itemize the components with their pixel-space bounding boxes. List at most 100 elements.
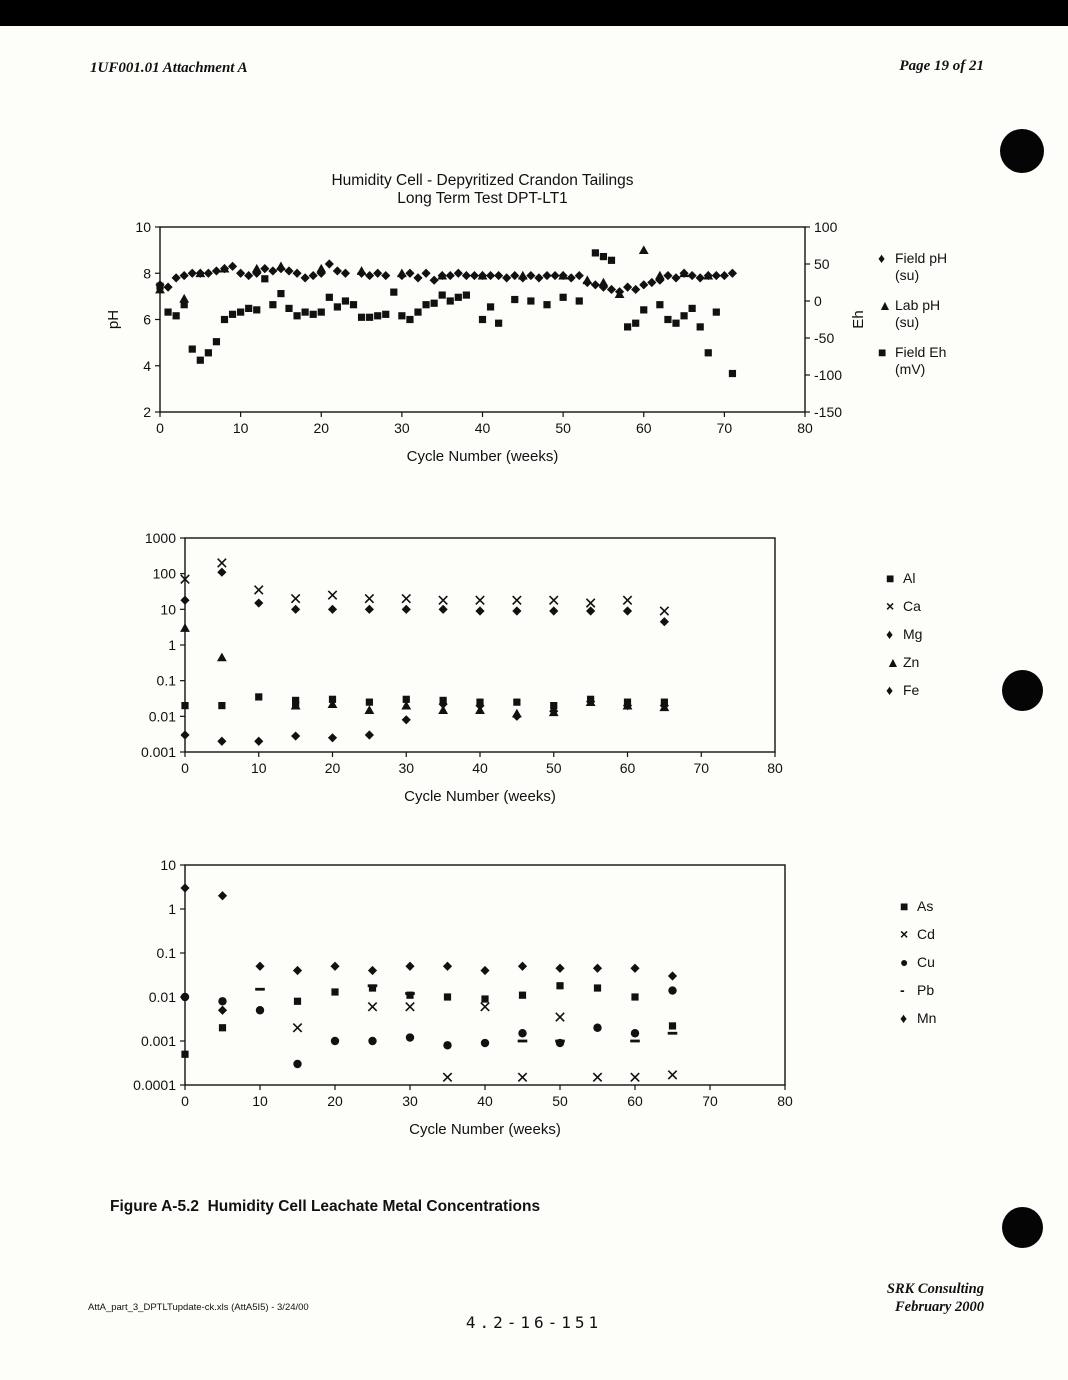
legend-item-cd: × Cd xyxy=(900,926,936,943)
dash-marker-icon: - xyxy=(900,982,905,998)
svg-text:1: 1 xyxy=(168,637,176,653)
svg-text:40: 40 xyxy=(472,760,488,776)
scan-artifact-top-bar xyxy=(0,0,1068,26)
stamped-page-number: 4.2-16-151 xyxy=(465,1313,603,1332)
svg-text:100: 100 xyxy=(814,219,838,235)
legend-item-as: ■ As xyxy=(900,898,936,915)
svg-text:0: 0 xyxy=(156,420,164,436)
document-id-header: 1UF001.01 Attachment A xyxy=(90,60,248,76)
legend-label: Zn xyxy=(903,654,920,670)
legend-label: Field pH xyxy=(895,250,948,266)
legend-label: Cu xyxy=(917,954,935,970)
legend-item-mg: ♦ Mg xyxy=(886,626,922,643)
diamond-marker-icon: ♦ xyxy=(886,682,894,698)
svg-text:80: 80 xyxy=(777,1093,793,1109)
svg-text:70: 70 xyxy=(717,420,733,436)
svg-text:Long Term Test DPT-LT1: Long Term Test DPT-LT1 xyxy=(397,190,568,207)
svg-text:10: 10 xyxy=(160,857,176,873)
legend-item-pb: - Pb xyxy=(900,982,936,999)
legend-label: Ca xyxy=(903,598,921,614)
legend-item-field-eh: ■ Field Eh (mV) xyxy=(878,344,947,378)
legend-label: Cd xyxy=(917,926,935,942)
legend-label: Pb xyxy=(917,982,935,998)
ph-eh-chart-legend: ♦ Field pH (su) ▲ Lab pH (su) ■ Field Eh… xyxy=(878,250,947,391)
svg-text:0: 0 xyxy=(181,1093,189,1109)
svg-text:10: 10 xyxy=(233,420,249,436)
legend-item-mn: ♦ Mn xyxy=(900,1010,936,1027)
triangle-marker-icon: ▲ xyxy=(886,654,900,670)
svg-text:0: 0 xyxy=(814,293,822,309)
svg-text:70: 70 xyxy=(693,760,709,776)
square-marker-icon: ■ xyxy=(900,898,909,914)
svg-text:20: 20 xyxy=(325,760,341,776)
svg-text:50: 50 xyxy=(546,760,562,776)
svg-text:70: 70 xyxy=(702,1093,718,1109)
trace-metals-chart: 0 10 20 30 40 50 60 70 80 10 1 0.1 0.01 0.001 0.0001 Cy… xyxy=(133,857,793,1138)
footer-date: February 2000 xyxy=(894,1299,984,1315)
svg-text:0.0001: 0.0001 xyxy=(133,1077,176,1093)
svg-text:80: 80 xyxy=(797,420,813,436)
svg-text:60: 60 xyxy=(620,760,636,776)
circle-marker-icon: ● xyxy=(900,954,909,970)
footer-company: SRK Consulting xyxy=(886,1281,984,1297)
svg-text:80: 80 xyxy=(767,760,783,776)
svg-text:8: 8 xyxy=(143,265,151,281)
diamond-marker-icon: ♦ xyxy=(886,626,894,642)
svg-text:20: 20 xyxy=(313,420,329,436)
binder-hole-mark-bottom xyxy=(1002,1207,1043,1248)
svg-text:100: 100 xyxy=(153,566,177,582)
legend-item-field-ph: ♦ Field pH (su) xyxy=(878,250,947,284)
legend-item-zn: ▲ Zn xyxy=(886,654,922,671)
svg-text:50: 50 xyxy=(552,1093,568,1109)
legend-item-ca: × Ca xyxy=(886,598,922,615)
legend-sublabel: (mV) xyxy=(895,361,926,377)
x-marker-icon: × xyxy=(900,926,909,942)
diamond-marker-icon: ♦ xyxy=(900,1010,908,1026)
legend-item-cu: ● Cu xyxy=(900,954,936,971)
diamond-marker-icon: ♦ xyxy=(878,250,886,266)
legend-label: Lab pH xyxy=(895,297,941,313)
svg-text:2: 2 xyxy=(143,404,151,420)
svg-text:-150: -150 xyxy=(814,404,842,420)
legend-sublabel: (su) xyxy=(895,267,920,283)
major-ions-chart-legend: ■ Al × Ca ♦ Mg ▲ Zn ♦ Fe xyxy=(886,570,922,710)
svg-text:Cycle Number (weeks): Cycle Number (weeks) xyxy=(407,448,559,465)
legend-item-al: ■ Al xyxy=(886,570,922,587)
svg-text:40: 40 xyxy=(475,420,491,436)
ph-eh-chart: Humidity Cell - Depyritized Crandon Tail… xyxy=(105,172,867,465)
square-marker-icon: ■ xyxy=(878,344,887,360)
svg-text:pH: pH xyxy=(105,310,122,329)
trace-metals-chart-legend: ■ As × Cd ● Cu - Pb ♦ Mn xyxy=(900,898,936,1038)
svg-text:-50: -50 xyxy=(814,330,834,346)
svg-text:60: 60 xyxy=(627,1093,643,1109)
svg-text:10: 10 xyxy=(252,1093,268,1109)
svg-text:10: 10 xyxy=(135,219,151,235)
triangle-marker-icon: ▲ xyxy=(878,297,892,313)
svg-text:0: 0 xyxy=(181,760,189,776)
svg-text:30: 30 xyxy=(398,760,414,776)
svg-text:30: 30 xyxy=(394,420,410,436)
legend-label: As xyxy=(917,898,934,914)
svg-text:30: 30 xyxy=(402,1093,418,1109)
svg-text:Cycle Number (weeks): Cycle Number (weeks) xyxy=(404,788,556,805)
square-marker-icon: ■ xyxy=(886,570,895,586)
legend-item-lab-ph: ▲ Lab pH (su) xyxy=(878,297,947,331)
svg-text:50: 50 xyxy=(555,420,571,436)
svg-text:0.001: 0.001 xyxy=(141,1033,176,1049)
svg-text:Cycle Number (weeks): Cycle Number (weeks) xyxy=(409,1121,561,1138)
svg-text:0.1: 0.1 xyxy=(157,673,177,689)
legend-label: Al xyxy=(903,570,916,586)
svg-text:6: 6 xyxy=(143,312,151,328)
legend-label: Fe xyxy=(903,682,920,698)
footer-filename: AttA_part_3_DPTLTupdate-ck.xls (AttA5I5)… xyxy=(88,1302,309,1313)
svg-text:Eh: Eh xyxy=(850,310,867,328)
svg-text:0.1: 0.1 xyxy=(157,945,177,961)
figure-caption: Figure A-5.2 Humidity Cell Leachate Meta… xyxy=(110,1198,541,1215)
svg-text:60: 60 xyxy=(636,420,652,436)
svg-text:4: 4 xyxy=(143,358,151,374)
svg-text:0.001: 0.001 xyxy=(141,744,176,760)
binder-hole-mark-top xyxy=(1000,129,1044,173)
svg-text:0.01: 0.01 xyxy=(149,708,176,724)
legend-item-fe: ♦ Fe xyxy=(886,682,922,699)
svg-text:10: 10 xyxy=(251,760,267,776)
